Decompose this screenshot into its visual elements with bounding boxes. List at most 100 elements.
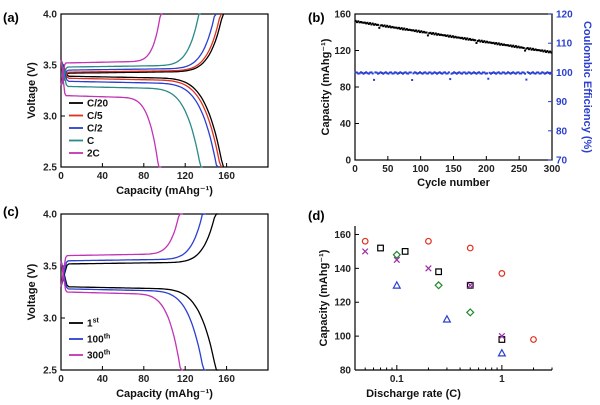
panel-b-capacity-point xyxy=(387,26,390,29)
panel-b-ce-point xyxy=(359,71,362,74)
panel-b-capacity-point xyxy=(446,34,449,37)
panel-b-capacity-point xyxy=(382,25,385,28)
panel-b-ce-point xyxy=(505,72,508,75)
panel-b-capacity-point xyxy=(442,34,445,37)
panel-b-ce-point xyxy=(376,72,379,75)
panel-b-y2label: Coulombic Efficiency (%) xyxy=(581,21,593,153)
panel-b-ce-point xyxy=(487,77,490,80)
panel-c-ylabel: Voltage (V) xyxy=(26,263,38,320)
panel-b-ce-point xyxy=(480,72,483,75)
panel-b-ce-point xyxy=(539,72,542,75)
panel-c-ytick-label: 3.0 xyxy=(43,314,57,325)
panel-b-ytick-label: 40 xyxy=(340,119,352,130)
panel-b-y2tick-label: 120 xyxy=(556,10,573,21)
panel-b-ce-point xyxy=(412,72,415,75)
panel-b-ce-point xyxy=(518,72,521,75)
panel-b-capacity-point xyxy=(429,31,432,34)
panel-d-marker-circle xyxy=(361,237,369,245)
panel-c-xtick-label: 160 xyxy=(218,374,235,385)
panel-b-ce-point xyxy=(399,71,402,74)
panel-b-capacity-point xyxy=(394,26,397,29)
panel-b-ce-point xyxy=(501,71,504,74)
panel-d-label: (d) xyxy=(308,208,325,223)
panel-b-chart: 0 50 100 150 200 250 300 0 40 80 120 160 70 80 90 100 11… xyxy=(320,10,593,190)
panel-a-charge-curve-2 xyxy=(60,13,217,86)
panel-b-capacity-point xyxy=(472,39,475,42)
panel-b-ce-point xyxy=(404,71,407,74)
panel-b-ce-point xyxy=(367,72,370,75)
panel-b-capacity-point xyxy=(480,39,483,42)
panel-b-ce-point xyxy=(380,71,383,74)
panel-b-ce-point xyxy=(445,72,448,75)
panel-c-charge-curve-0 xyxy=(60,213,219,287)
panel-c-charge-curve-1 xyxy=(60,213,206,287)
panel-b-ce-point xyxy=(471,72,474,75)
panel-b-ce-point xyxy=(526,71,529,74)
panel-d-ytick-label: 80 xyxy=(340,366,352,377)
panel-c-legend-sup-2: th xyxy=(104,350,111,357)
panel-a-xlabel: Capacity (mAhg⁻¹) xyxy=(116,185,213,197)
panel-b-ce-point xyxy=(358,72,361,75)
panel-d-marker-square xyxy=(435,268,443,276)
panel-b-ce-point xyxy=(455,72,458,75)
panel-b-ce-point xyxy=(504,72,507,75)
panel-d-marker-circle xyxy=(530,336,537,343)
panel-b-ce-point xyxy=(392,72,395,75)
panel-b-capacity-point xyxy=(461,36,464,39)
panel-b-capacity-point xyxy=(443,34,446,37)
panel-b-capacity-point xyxy=(434,32,437,35)
panel-b-ce-point xyxy=(383,71,386,74)
panel-b-capacity-point xyxy=(488,41,491,44)
panel-b-capacity-point xyxy=(457,36,460,39)
panel-b-capacity-point xyxy=(445,35,448,38)
panel-b-ce-point xyxy=(451,72,454,75)
panel-b-xlabel: Cycle number xyxy=(417,177,490,189)
panel-b-capacity-point xyxy=(447,35,450,38)
panel-b-capacity-point xyxy=(408,28,411,31)
panel-b-ce-point xyxy=(457,71,460,74)
panel-b-ce-point xyxy=(510,71,513,74)
panel-b-capacity-point xyxy=(531,47,534,50)
panel-b-ce-point xyxy=(524,72,527,75)
panel-b-capacity-point xyxy=(424,31,427,34)
panel-d-marker-cross xyxy=(393,256,401,264)
panel-b-ce-point xyxy=(394,71,397,74)
panel-b-ce-point xyxy=(420,72,423,75)
panel-a-charge-curve-3 xyxy=(60,13,201,86)
panel-b-capacity-point xyxy=(513,45,516,48)
panel-b-y2tick-label: 100 xyxy=(556,68,573,79)
panel-b-ce-point xyxy=(407,72,410,75)
panel-b-ce-point xyxy=(433,71,436,74)
panel-a-xtick-label: 0 xyxy=(58,171,64,182)
panel-d-marker-diamond xyxy=(434,281,443,290)
panel-b-capacity-point xyxy=(383,24,386,27)
panel-b-ce-point xyxy=(538,72,541,75)
panel-d-xtick-label: 0.1 xyxy=(390,374,404,385)
panel-b-ce-point xyxy=(482,71,485,74)
panel-c-legend-label-0: 1st xyxy=(87,318,99,330)
panel-b-capacity-point xyxy=(455,36,458,39)
panel-b-ce-point xyxy=(533,72,536,75)
panel-d-marker-cross xyxy=(361,248,369,255)
panel-b-ce-point xyxy=(541,71,544,74)
panel-c-xtick-label: 120 xyxy=(177,374,194,385)
panel-b-ce-point xyxy=(424,71,427,74)
panel-b-ce-point xyxy=(408,71,411,74)
panel-b-ce-point xyxy=(357,72,360,75)
panel-b-capacity-point xyxy=(510,45,513,48)
panel-b-capacity-point xyxy=(369,22,372,25)
panel-b-capacity-point xyxy=(412,29,415,32)
panel-a-ytick-label: 3.5 xyxy=(43,61,57,72)
panel-b-capacity-point xyxy=(379,24,382,27)
panel-b-capacity-point xyxy=(516,46,519,49)
panel-b-ce-point xyxy=(421,72,424,75)
panel-b-xtick-label: 150 xyxy=(445,164,462,175)
panel-b-capacity-point xyxy=(509,44,512,47)
panel-b-capacity-point xyxy=(499,43,502,46)
panel-b-capacity-point xyxy=(441,34,444,37)
panel-d-chart: 80 100 120 140 160 0.1 1 Discharge rate (C) Capa… xyxy=(318,226,553,400)
panel-b-ce-point xyxy=(459,72,462,75)
panel-b-capacity-point xyxy=(420,30,423,33)
panel-b-capacity-point xyxy=(468,37,471,40)
panel-b-capacity-point xyxy=(501,43,504,46)
